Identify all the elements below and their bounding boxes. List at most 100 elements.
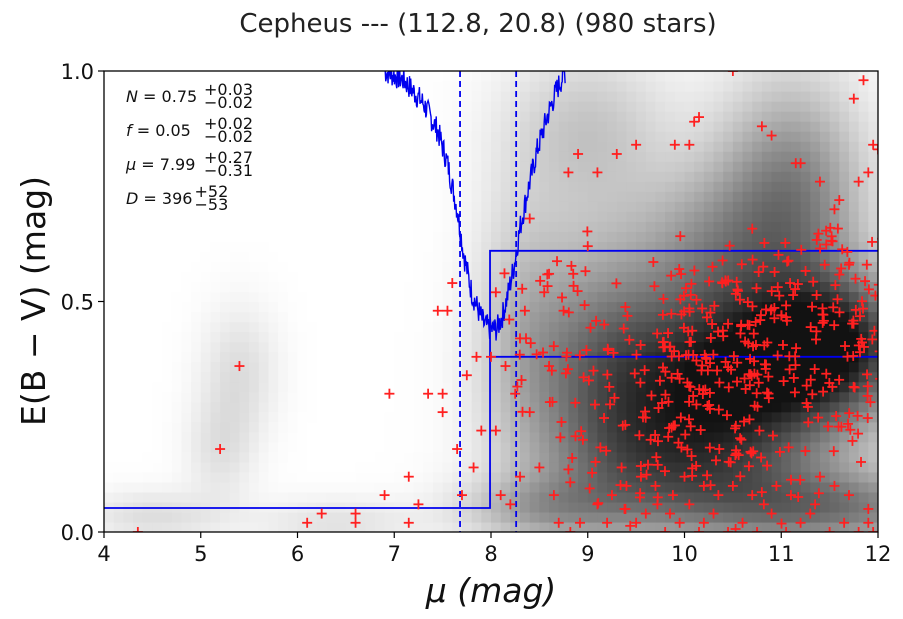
density-cell [568,151,579,162]
density-cell [249,391,260,403]
density-cell [539,101,550,112]
star-marker [717,278,728,289]
density-cell [645,451,657,463]
density-cell [520,151,531,162]
density-cell [258,471,270,483]
star-marker [640,508,651,519]
density-cell [345,71,357,82]
density-cell [413,281,424,293]
star-marker [572,286,583,297]
density-cell [500,221,511,232]
density-cell [752,291,763,303]
density-cell [732,501,744,513]
density-cell [113,231,124,242]
density-cell [162,481,173,493]
star-marker [707,261,718,272]
density-cell [374,491,386,503]
density-cell [781,101,792,112]
density-cell [297,471,308,483]
density-cell [529,141,540,152]
density-cell [481,141,492,152]
star-marker [504,314,515,325]
density-cell [694,391,705,403]
density-cell [684,481,695,493]
density-cell [694,251,705,263]
density-cell [607,341,618,353]
density-cell [665,71,676,82]
density-cell [113,241,124,252]
density-cell [655,481,666,493]
density-cell [326,281,337,293]
density-cell [307,481,318,493]
density-cell [578,461,589,473]
density-cell [703,371,715,383]
density-cell [287,521,299,532]
density-cell [703,101,715,112]
density-cell [432,121,444,132]
density-cell [336,401,347,413]
density-cell [645,91,657,102]
density-cell [171,231,182,242]
density-cell [258,171,270,182]
density-cell [645,271,657,283]
density-cell [645,251,657,263]
density-cell [858,441,869,453]
star-marker [762,387,773,398]
density-cell [500,461,511,473]
star-marker [877,237,878,240]
density-cell [200,251,212,263]
density-cell [374,181,386,192]
density-cell [587,401,599,413]
density-cell [616,71,628,82]
star-marker [606,490,617,501]
density-cell [858,401,869,413]
density-cell [442,121,453,132]
density-cell [858,431,869,443]
density-cell [703,291,715,303]
density-cell [568,81,579,92]
density-cell [355,391,366,403]
density-cell [278,191,289,202]
density-cell [529,381,540,393]
density-cell [229,221,241,232]
density-cell [713,171,724,182]
density-cell [607,281,618,293]
density-cell [481,251,492,263]
density-cell [413,251,424,263]
density-cell [520,481,531,493]
density-cell [839,261,850,273]
density-cell [142,371,153,383]
density-cell [133,421,144,433]
density-cell [500,211,511,222]
density-cell [191,261,202,273]
density-cell [287,291,299,303]
density-cell [326,81,337,92]
density-cell [413,101,424,112]
density-cell [703,521,715,532]
density-cell [645,381,657,393]
density-cell [326,351,337,363]
density-cell [587,261,599,273]
density-cell [220,71,231,82]
density-cell [568,201,579,212]
density-cell [113,331,124,343]
density-cell [403,481,415,493]
density-cell [210,131,221,142]
density-cell [432,231,444,242]
density-cell [732,101,744,112]
density-cell [142,401,153,413]
density-cell [665,151,676,162]
star-marker [689,116,700,127]
star-marker [379,490,390,501]
star-marker [828,302,839,313]
star-marker [583,375,594,386]
density-cell [423,181,434,192]
star-marker [515,471,526,482]
star-marker [858,303,869,314]
density-cell [210,121,221,132]
density-cell [868,411,878,423]
density-cell [268,81,279,92]
density-cell [520,171,531,182]
star-marker [704,442,715,453]
density-cell [636,481,647,493]
